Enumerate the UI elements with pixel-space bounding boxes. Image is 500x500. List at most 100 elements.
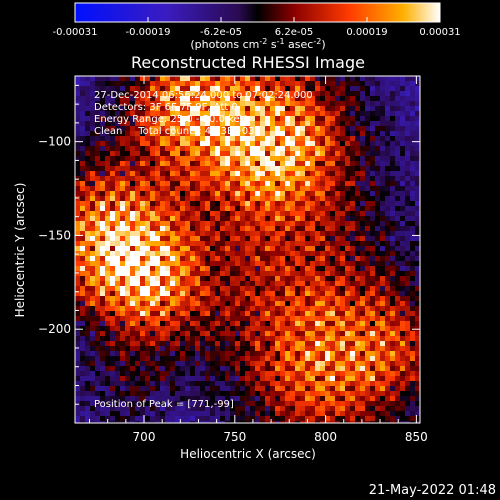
heatmap-cell bbox=[145, 246, 150, 251]
heatmap-cell bbox=[240, 266, 245, 271]
heatmap-cell bbox=[190, 331, 195, 336]
heatmap-cell bbox=[330, 306, 335, 311]
heatmap-cell bbox=[250, 376, 255, 381]
heatmap-cell bbox=[245, 206, 250, 211]
heatmap-cell bbox=[415, 206, 420, 211]
heatmap-cell bbox=[370, 361, 375, 366]
heatmap-cell bbox=[330, 136, 335, 141]
heatmap-cell bbox=[75, 206, 80, 211]
heatmap-cell bbox=[370, 96, 375, 101]
heatmap-cell bbox=[355, 386, 360, 391]
heatmap-cell bbox=[120, 156, 125, 161]
heatmap-cell bbox=[330, 411, 335, 416]
heatmap-cell bbox=[100, 231, 105, 236]
heatmap-cell bbox=[90, 236, 95, 241]
heatmap-cell bbox=[325, 216, 330, 221]
heatmap-cell bbox=[235, 91, 240, 96]
heatmap-cell bbox=[360, 211, 365, 216]
heatmap-cell bbox=[100, 376, 105, 381]
heatmap-cell bbox=[190, 391, 195, 396]
heatmap-cell bbox=[260, 156, 265, 161]
heatmap-cell bbox=[90, 301, 95, 306]
heatmap-cell bbox=[175, 146, 180, 151]
heatmap-cell bbox=[355, 121, 360, 126]
heatmap-cell bbox=[255, 316, 260, 321]
heatmap-cell bbox=[295, 396, 300, 401]
heatmap-cell bbox=[270, 191, 275, 196]
heatmap-cell bbox=[245, 141, 250, 146]
heatmap-cell bbox=[80, 311, 85, 316]
heatmap-cell bbox=[350, 386, 355, 391]
heatmap-cell bbox=[320, 156, 325, 161]
heatmap-cell bbox=[145, 176, 150, 181]
heatmap-cell bbox=[395, 191, 400, 196]
heatmap-cell bbox=[195, 351, 200, 356]
heatmap-cell bbox=[245, 331, 250, 336]
heatmap-cell bbox=[405, 386, 410, 391]
heatmap-cell bbox=[155, 241, 160, 246]
heatmap-cell bbox=[375, 396, 380, 401]
heatmap-cell bbox=[300, 181, 305, 186]
heatmap-cell bbox=[90, 211, 95, 216]
heatmap-cell bbox=[410, 121, 415, 126]
heatmap-cell bbox=[415, 271, 420, 276]
heatmap-cell bbox=[185, 191, 190, 196]
heatmap-cell bbox=[305, 151, 310, 156]
heatmap-cell bbox=[80, 266, 85, 271]
heatmap-cell bbox=[230, 96, 235, 101]
heatmap-cell bbox=[225, 376, 230, 381]
heatmap-cell bbox=[395, 196, 400, 201]
heatmap-cell bbox=[320, 201, 325, 206]
heatmap-cell bbox=[285, 351, 290, 356]
colorbar-tick-label: 6.2e-05 bbox=[275, 27, 313, 38]
heatmap-cell bbox=[385, 126, 390, 131]
heatmap-cell bbox=[300, 356, 305, 361]
heatmap-cell bbox=[365, 316, 370, 321]
heatmap-cell bbox=[165, 356, 170, 361]
heatmap-cell bbox=[225, 321, 230, 326]
heatmap-cell bbox=[150, 211, 155, 216]
heatmap-cell bbox=[180, 211, 185, 216]
heatmap-cell bbox=[345, 416, 350, 421]
heatmap-cell bbox=[295, 156, 300, 161]
heatmap-cell bbox=[275, 391, 280, 396]
heatmap-cell bbox=[185, 141, 190, 146]
heatmap-cell bbox=[180, 366, 185, 371]
heatmap-cell bbox=[210, 191, 215, 196]
heatmap-cell bbox=[265, 101, 270, 106]
heatmap-cell bbox=[400, 96, 405, 101]
heatmap-cell bbox=[355, 276, 360, 281]
heatmap-cell bbox=[135, 386, 140, 391]
heatmap-cell bbox=[235, 86, 240, 91]
heatmap-cell bbox=[160, 311, 165, 316]
heatmap-cell bbox=[405, 121, 410, 126]
heatmap-cell bbox=[345, 116, 350, 121]
heatmap-cell bbox=[355, 161, 360, 166]
heatmap-cell bbox=[155, 236, 160, 241]
heatmap-cell bbox=[235, 121, 240, 126]
heatmap-cell bbox=[200, 81, 205, 86]
heatmap-cell bbox=[265, 191, 270, 196]
heatmap-cell bbox=[330, 121, 335, 126]
heatmap-cell bbox=[130, 366, 135, 371]
heatmap-cell bbox=[165, 201, 170, 206]
heatmap-cell bbox=[195, 116, 200, 121]
heatmap-cell bbox=[125, 361, 130, 366]
heatmap-cell bbox=[245, 416, 250, 421]
heatmap-cell bbox=[315, 131, 320, 136]
heatmap-cell bbox=[315, 126, 320, 131]
heatmap-cell bbox=[165, 76, 170, 81]
heatmap-cell bbox=[235, 296, 240, 301]
heatmap-cell bbox=[345, 296, 350, 301]
heatmap-cell bbox=[370, 136, 375, 141]
heatmap-cell bbox=[120, 111, 125, 116]
heatmap-cell bbox=[90, 271, 95, 276]
heatmap-cell bbox=[205, 146, 210, 151]
heatmap-cell bbox=[405, 161, 410, 166]
heatmap-cell bbox=[380, 146, 385, 151]
heatmap-cell bbox=[210, 391, 215, 396]
heatmap-cell bbox=[135, 326, 140, 331]
heatmap-cell bbox=[340, 151, 345, 156]
heatmap-cell bbox=[260, 126, 265, 131]
heatmap-cell bbox=[280, 201, 285, 206]
